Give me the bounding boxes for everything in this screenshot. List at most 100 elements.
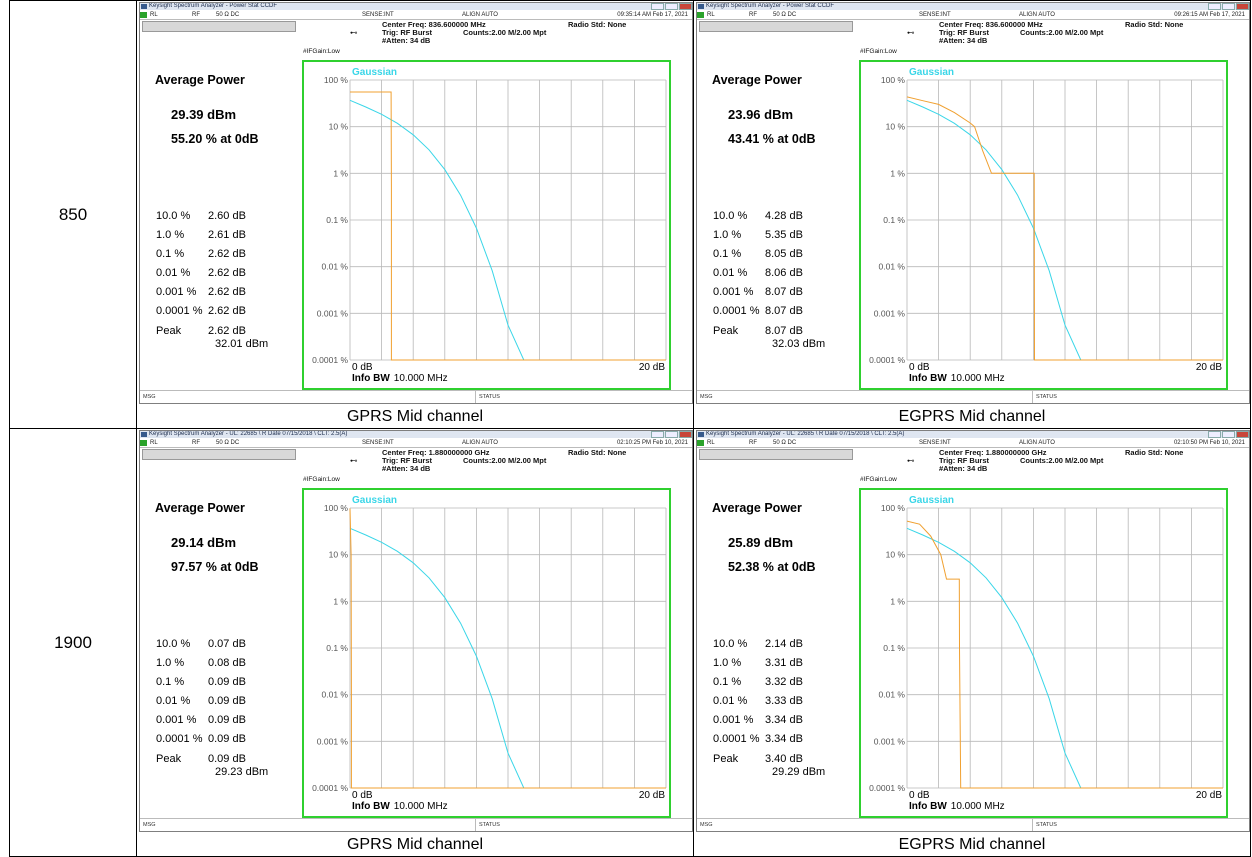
percent-at-0db: 43.41 % at 0dB <box>728 132 816 146</box>
prob-value: 8.07 dB <box>765 305 803 317</box>
measured-curve <box>906 96 1223 361</box>
gaussian-curve <box>349 527 540 789</box>
close-button[interactable] <box>1236 3 1249 10</box>
impedance-indicator: 50 Ω DC <box>216 440 240 446</box>
rl-indicator: RL <box>707 440 715 446</box>
y-tick-label: 0.0001 % <box>869 783 905 793</box>
prob-label: 0.01 % <box>156 695 191 707</box>
app-icon <box>698 432 704 437</box>
input-bar[interactable] <box>142 21 296 32</box>
close-button[interactable] <box>679 431 692 438</box>
close-button[interactable] <box>679 3 692 10</box>
gaussian-curve <box>349 99 540 361</box>
analyzer-screenshot: Keysight Spectrum Analyzer - Power Stat … <box>696 2 1250 404</box>
window-titlebar: Keysight Spectrum Analyzer - Power Stat … <box>697 3 1249 10</box>
ccdf-chart: 100 % 10 % 1 % 0.1 % 0.01 % 0.001 % 0.0001 % Ga… <box>869 495 1224 812</box>
maximize-button[interactable] <box>665 3 678 10</box>
status-x-icon <box>697 12 704 18</box>
message-bar: MSG STATUS <box>140 390 692 403</box>
gaussian-curve <box>906 99 1097 361</box>
message-bar: MSG STATUS <box>697 818 1249 831</box>
results-table: 850 Keysight Spectrum Analyzer - Power S… <box>9 0 1251 857</box>
radio-std: Radio Std: None <box>1125 20 1184 29</box>
y-tick-label: 0.01 % <box>879 690 906 700</box>
y-tick-label: 100 % <box>324 503 349 513</box>
rl-indicator: RL <box>150 440 158 446</box>
y-tick-label: 0.001 % <box>317 736 349 746</box>
prob-label: 0.001 % <box>156 286 197 298</box>
y-tick-label: 1 % <box>333 168 348 178</box>
info-bw-label: Info BW <box>352 801 390 812</box>
prob-value: 2.62 dB <box>208 248 246 260</box>
prob-value: 2.62 dB <box>208 267 246 279</box>
maximize-button[interactable] <box>1222 3 1235 10</box>
impedance-indicator: 50 Ω DC <box>773 440 797 446</box>
info-bw-label: Info BW <box>352 373 390 384</box>
sense-indicator: SENSE:INT <box>919 12 951 18</box>
info-bw: Info BW 10.000 MHz <box>909 373 1005 384</box>
prob-label: 0.01 % <box>713 695 748 707</box>
panel-cell: Keysight Spectrum Analyzer - Power Stat … <box>136 0 694 429</box>
y-tick-label: 0.001 % <box>874 308 906 318</box>
prob-label: 1.0 % <box>713 229 742 241</box>
prob-label: 10.0 % <box>156 210 191 222</box>
radio-std: Radio Std: None <box>568 448 627 457</box>
prob-value: 8.07 dB <box>765 286 803 298</box>
analyzer-screenshot: Keysight Spectrum Analyzer - UL: 22685 \… <box>139 430 693 832</box>
window-title: Keysight Spectrum Analyzer - UL: 22685 \… <box>149 431 348 437</box>
info-bw-label: Info BW <box>909 373 947 384</box>
measurement-panel: Average Power 25.89 dBm 52.38 % at 0dB 1… <box>705 480 855 790</box>
status-line: RL RF 50 Ω DC SENSE:INT ALIGN AUTO 02:10… <box>697 439 1249 448</box>
if-gain: #IFGain:Low <box>303 476 340 483</box>
info-bw-value: 10.000 MHz <box>394 801 448 812</box>
prob-value: 3.32 dB <box>765 676 803 688</box>
peak-dbm: 32.01 dBm <box>215 338 269 350</box>
rl-indicator: RL <box>707 12 715 18</box>
info-bw: Info BW 10.000 MHz <box>352 801 448 812</box>
measurement-panel: Average Power 23.96 dBm 43.41 % at 0dB 1… <box>705 52 855 362</box>
window-titlebar: Keysight Spectrum Analyzer - UL: 22685 \… <box>140 431 692 438</box>
y-tick-label: 10 % <box>329 550 349 560</box>
measurement-panel: Average Power 29.14 dBm 97.57 % at 0dB 1… <box>148 480 298 790</box>
measured-curve <box>349 508 666 789</box>
status-line: RL RF 50 Ω DC SENSE:INT ALIGN AUTO 09:35… <box>140 11 692 20</box>
y-tick-label: 0.01 % <box>322 690 349 700</box>
attenuation: #Atten: 34 dB <box>382 36 431 45</box>
trigger-icon: ⊷ <box>350 28 358 37</box>
y-tick-label: 0.001 % <box>317 308 349 318</box>
panel-cell: Keysight Spectrum Analyzer - UL: 22685 \… <box>136 428 694 857</box>
maximize-button[interactable] <box>1222 431 1235 438</box>
minimize-button[interactable] <box>1208 3 1221 10</box>
minimize-button[interactable] <box>651 3 664 10</box>
trigger-icon: ⊷ <box>907 28 915 37</box>
status-label: STATUS <box>1032 819 1057 831</box>
peak-label: Peak <box>156 753 182 765</box>
y-tick-label: 0.01 % <box>879 262 906 272</box>
x-tick-label: 20 dB <box>639 790 665 801</box>
minimize-button[interactable] <box>651 431 664 438</box>
attenuation: #Atten: 34 dB <box>382 464 431 473</box>
input-bar[interactable] <box>699 449 853 460</box>
minimize-button[interactable] <box>1208 431 1221 438</box>
prob-label: 0.001 % <box>713 286 754 298</box>
close-button[interactable] <box>1236 431 1249 438</box>
prob-label: 10.0 % <box>156 638 191 650</box>
average-power-label: Average Power <box>155 73 245 87</box>
impedance-indicator: 50 Ω DC <box>216 12 240 18</box>
input-bar[interactable] <box>699 21 853 32</box>
input-bar[interactable] <box>142 449 296 460</box>
y-tick-label: 0.1 % <box>326 643 348 653</box>
sense-indicator: SENSE:INT <box>362 440 394 446</box>
y-tick-label: 0.1 % <box>326 215 348 225</box>
x-tick-label: 0 dB <box>352 362 373 373</box>
legend-gaussian: Gaussian <box>352 495 397 506</box>
attenuation: #Atten: 34 dB <box>939 36 988 45</box>
sense-indicator: SENSE:INT <box>362 12 394 18</box>
prob-value: 5.35 dB <box>765 229 803 241</box>
trigger: Trig: RF Burst <box>382 28 432 37</box>
panel-cell: Keysight Spectrum Analyzer - Power Stat … <box>693 0 1251 429</box>
panel-cell: Keysight Spectrum Analyzer - UL: 22685 \… <box>693 428 1251 857</box>
maximize-button[interactable] <box>665 431 678 438</box>
if-gain: #IFGain:Low <box>303 48 340 55</box>
prob-value: 0.09 dB <box>208 676 246 688</box>
